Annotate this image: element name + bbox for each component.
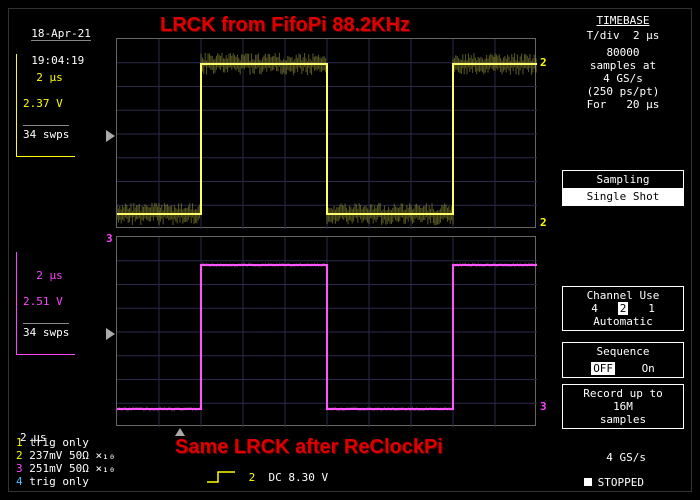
- channel-use-panel: Channel Use 4 2 1 Automatic: [562, 284, 684, 331]
- channel-use-opts[interactable]: 4 2 1: [567, 302, 679, 315]
- ch2-vdiv: 2.37 V: [23, 97, 63, 110]
- channel-use-auto[interactable]: Automatic: [567, 315, 679, 328]
- ch2-row: 2 237mV 50Ω ×₁₀: [16, 449, 684, 462]
- timebase-resolution: (250 ps/pt): [562, 85, 684, 98]
- sequence-panel: Sequence OFF On: [562, 340, 684, 378]
- waveform-plot-ch3: [116, 236, 536, 426]
- edge-icon: [206, 471, 236, 483]
- sampling-box[interactable]: Sampling Single Shot: [562, 170, 684, 206]
- acq-rate: 4 GS/s: [606, 451, 646, 464]
- channel-use-box[interactable]: Channel Use 4 2 1 Automatic: [562, 286, 684, 331]
- waveform-svg-ch3: [117, 237, 537, 427]
- timebase-samples-at: samples at: [562, 59, 684, 72]
- sequence-label: Sequence: [567, 345, 679, 358]
- waveform-svg-ch2: [117, 39, 537, 229]
- record-panel: Record up to 16M samples: [562, 382, 684, 429]
- sampling-label: Sampling: [563, 171, 683, 188]
- record-l1: Record up to: [567, 387, 679, 400]
- ch1-row: 1 trig only: [16, 436, 684, 449]
- sequence-opts[interactable]: OFF On: [567, 358, 679, 375]
- ch3-info-box: 2 µs 2.51 V 34 swps: [16, 252, 75, 355]
- ch2-info-box: 2 µs 2.37 V 34 swps: [16, 54, 75, 157]
- ch3-vdiv: 2.51 V: [23, 295, 63, 308]
- timebase-tdiv[interactable]: T/div 2 µs: [562, 29, 684, 42]
- ch2-sweeps: 34 swps: [23, 125, 69, 141]
- record-l3: samples: [567, 413, 679, 426]
- ch3-marker-label-bot: 3: [540, 400, 547, 413]
- ch3-sweeps: 34 swps: [23, 323, 69, 339]
- ground-marker-ch3: [106, 328, 115, 340]
- annotation-top: LRCK from FifoPi 88.2KHz: [160, 14, 410, 37]
- trigger-coupling: 2 DC 8.30 V: [206, 471, 328, 484]
- waveform-plot-ch2: [116, 38, 536, 228]
- timebase-title: TIMEBASE: [562, 14, 684, 29]
- sampling-panel: Sampling Single Shot: [562, 168, 684, 206]
- ch2-tdiv: 2 µs: [36, 71, 63, 84]
- timebase-samples: 80000: [562, 46, 684, 59]
- timebase-panel: TIMEBASE T/div 2 µs 80000 samples at 4 G…: [562, 14, 684, 111]
- ch3-marker-label-left: 3: [106, 232, 113, 245]
- trigger-marker: [175, 428, 185, 436]
- record-l2: 16M: [567, 400, 679, 413]
- date-text: 18-Apr-21: [31, 27, 91, 41]
- ch2-marker-label-top: 2: [540, 56, 547, 69]
- timebase-for: For 20 µs: [562, 98, 684, 111]
- acq-status: STOPPED: [584, 476, 644, 489]
- record-box[interactable]: Record up to 16M samples: [562, 384, 684, 429]
- ch2-marker-label-bot: 2: [540, 216, 547, 229]
- ch3-tdiv: 2 µs: [36, 269, 63, 282]
- timebase-rate: 4 GS/s: [562, 72, 684, 85]
- sequence-box[interactable]: Sequence OFF On: [562, 342, 684, 378]
- ground-marker-ch2: [106, 130, 115, 142]
- bottom-readout: 1 trig only 2 237mV 50Ω ×₁₀ 3 251mV 50Ω …: [16, 436, 684, 488]
- channel-use-label: Channel Use: [567, 289, 679, 302]
- sampling-mode[interactable]: Single Shot: [563, 188, 683, 205]
- ch3-row: 3 251mV 50Ω ×₁₀: [16, 462, 684, 475]
- stop-icon: [584, 478, 592, 486]
